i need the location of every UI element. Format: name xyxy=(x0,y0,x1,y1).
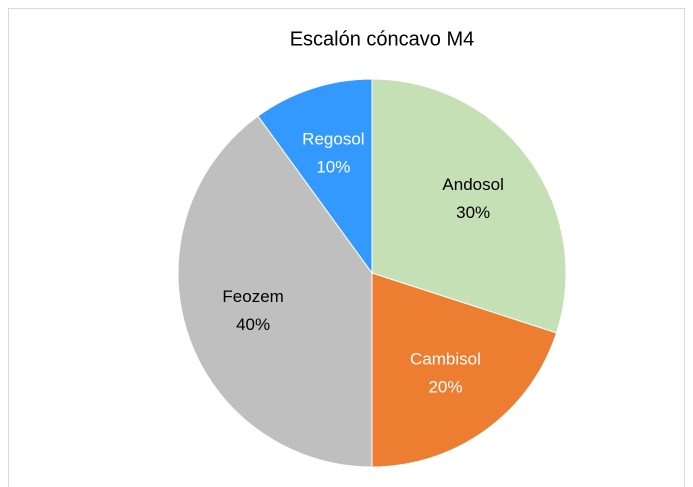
slice-value-label: 10% xyxy=(316,158,350,177)
slice-value-label: 30% xyxy=(456,203,490,222)
slice-value-label: 20% xyxy=(428,378,462,397)
slice-label: Regosol xyxy=(302,130,364,149)
pie-slice xyxy=(371,78,567,334)
pie-slice xyxy=(371,272,558,468)
slice-label: Feozem xyxy=(222,287,283,306)
chart-title: Escalón cóncavo M4 xyxy=(290,28,475,50)
slice-label: Andosol xyxy=(442,175,503,194)
pie-slice xyxy=(257,78,373,275)
slice-value-label: 40% xyxy=(236,315,270,334)
pie-slice xyxy=(177,115,373,468)
slice-label: Cambisol xyxy=(410,350,481,369)
